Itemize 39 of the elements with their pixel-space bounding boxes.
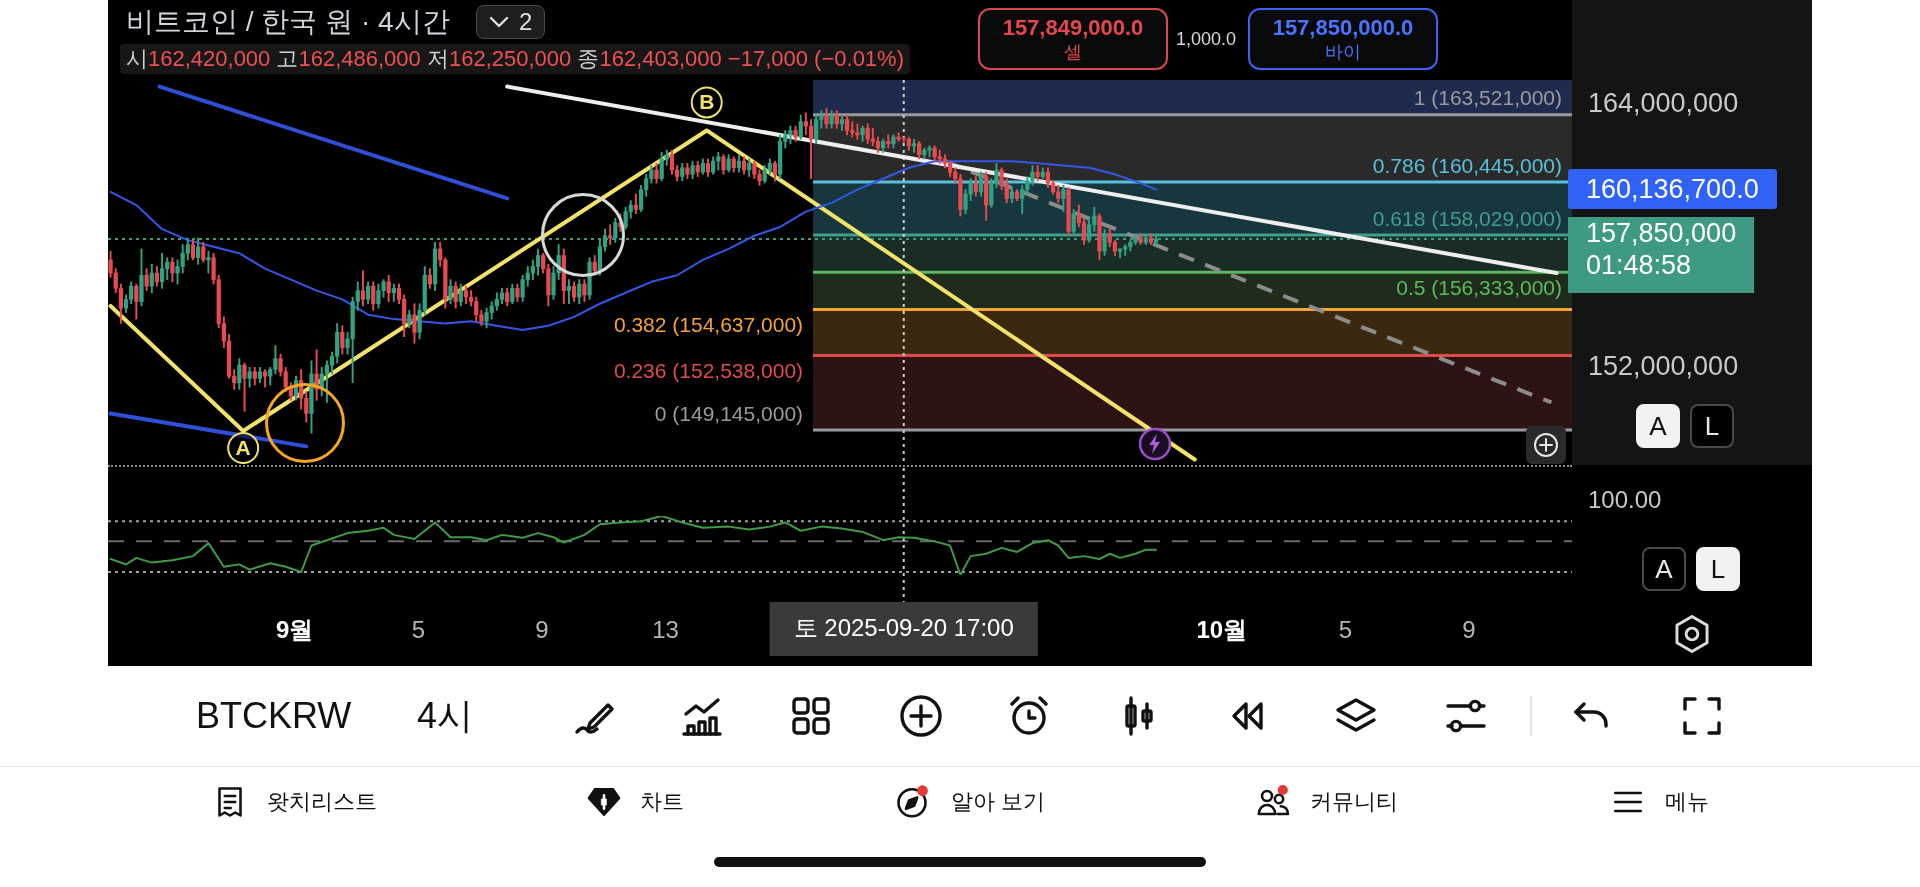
chart-title: 비트코인 / 한국 원 · 4시간	[126, 5, 450, 39]
chart-subtitle: 시162,420,000 고162,486,000 저162,250,000 종162,403,000 −17,000 (−0.01%)	[126, 46, 904, 71]
text: 160,136,700.0	[1568, 168, 1777, 209]
text: 100.00	[1588, 486, 1662, 514]
ref-line-label: 0.236 (152,538,000)	[613, 359, 804, 383]
text: BTCKRW	[196, 695, 352, 736]
text: 알아 보기	[951, 788, 1046, 816]
text: 커뮤니티	[1310, 788, 1398, 816]
text: 왓치리스트	[267, 788, 377, 816]
auto-scale-button: A	[1642, 547, 1686, 591]
collapse-button: 2	[476, 5, 546, 39]
ref-line-label: 157,850,000 01:48:58	[1586, 218, 1737, 281]
annotation: B	[699, 90, 715, 114]
ref-line-label: 토 2025-09-20 17:00	[793, 613, 1014, 641]
ref-line-label: 0.618 (158,029,000)	[1372, 206, 1562, 230]
y-tick-label: 152,000,000	[1588, 350, 1739, 381]
log-scale-button: L	[1690, 404, 1734, 448]
x-tick-label: 5	[411, 616, 425, 644]
x-tick-label: 13	[652, 616, 679, 644]
x-tick-label: 9월	[276, 616, 314, 644]
x-tick-label: 9	[1462, 616, 1476, 644]
x-tick-label: 5	[1338, 616, 1353, 644]
text: 차트	[640, 788, 684, 816]
text: 4시	[417, 695, 474, 736]
y-tick-label: 164,000,000	[1588, 87, 1739, 118]
annotation: A	[235, 435, 251, 459]
auto-scale-button: A	[1636, 404, 1680, 448]
ref-line-label: 0.5 (156,333,000)	[1396, 276, 1562, 300]
ref-line-label: 0.382 (154,637,000)	[613, 313, 804, 337]
x-tick-label: 9	[535, 616, 549, 644]
ref-line-label: 1 (163,521,000)	[1413, 86, 1563, 110]
log-scale-button: L	[1696, 547, 1740, 591]
ref-line-label: 0 (149,145,000)	[654, 401, 804, 425]
text: 1,000.0	[1176, 28, 1237, 50]
sell-button: 157,849,000.0 셀	[978, 8, 1168, 70]
x-tick-label: 10월	[1196, 616, 1248, 644]
buy-button: 157,850,000.0 바이	[1248, 8, 1438, 70]
text: 메뉴	[1665, 788, 1709, 816]
ref-line-label: 0.786 (160,445,000)	[1372, 153, 1562, 177]
